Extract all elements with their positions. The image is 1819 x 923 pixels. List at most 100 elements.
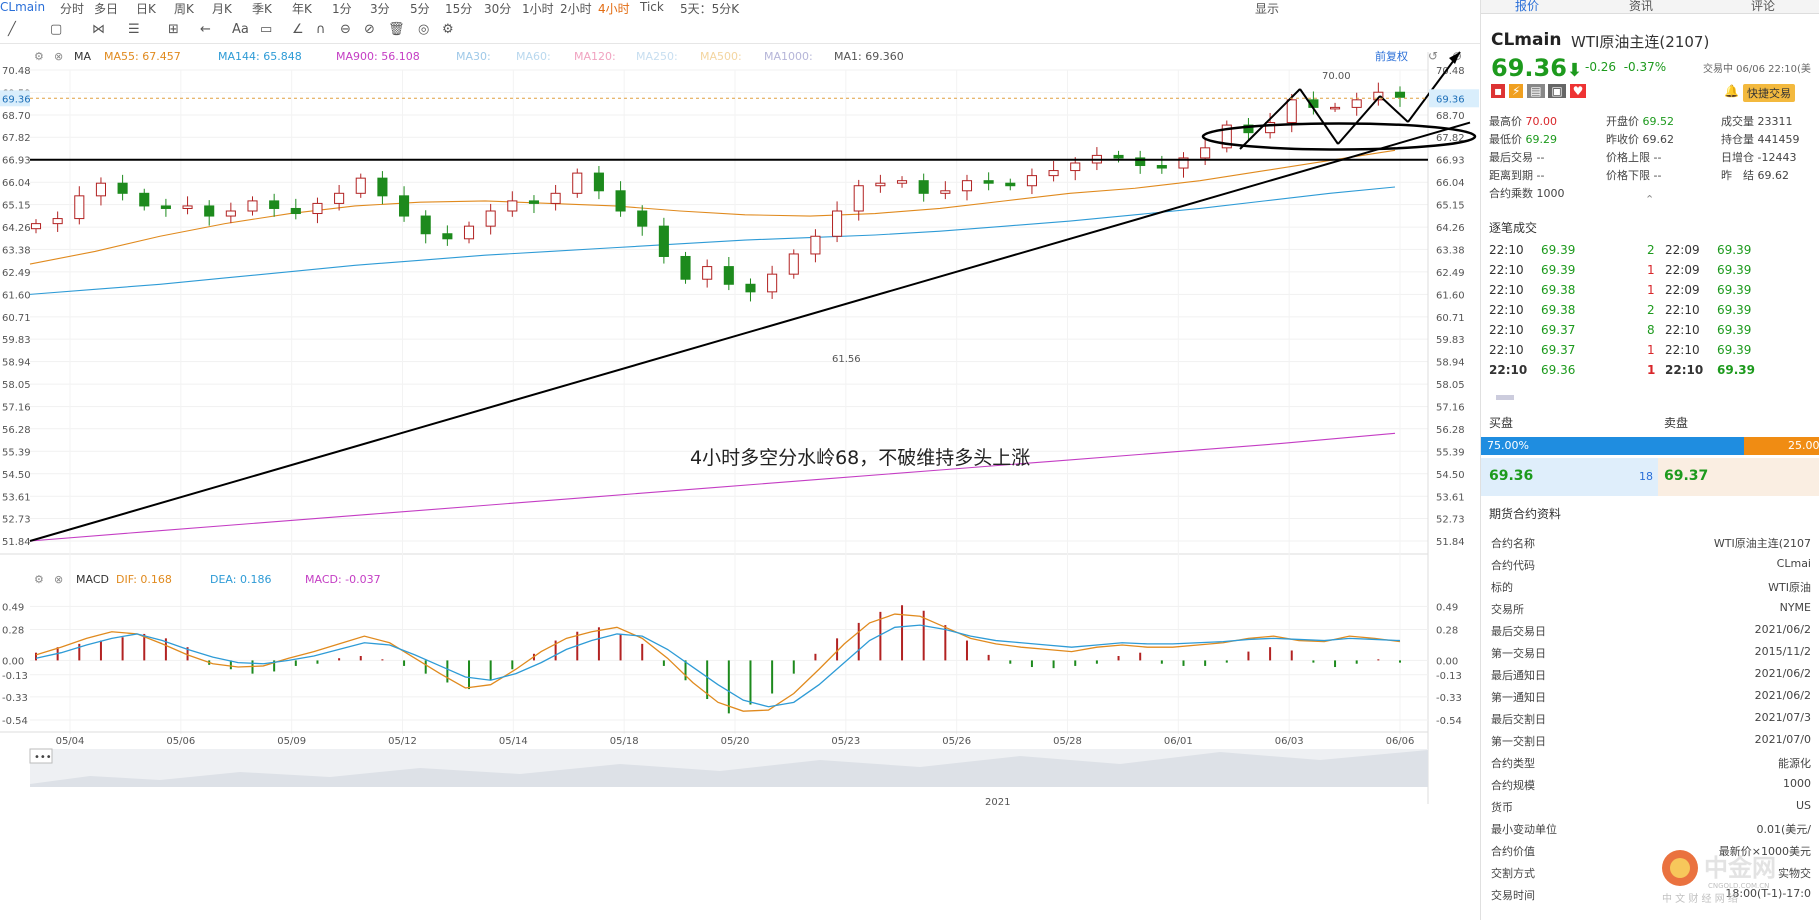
bell-icon[interactable]: 🔔 [1724, 84, 1739, 98]
trade-cell: 1 [1647, 343, 1655, 357]
stat-value: 70.00 [1525, 115, 1558, 128]
adjust-button[interactable]: 前复权 [1375, 49, 1408, 63]
scroll-indicator[interactable] [1496, 395, 1514, 400]
candle-body [528, 200, 540, 204]
candle-body [1200, 147, 1211, 159]
arrow-tool-icon[interactable]: ← [200, 22, 211, 37]
info-value: 2021/07/0 [1754, 733, 1811, 746]
ma-legend: ⚙ ⊗ MA MA55: 67.457 MA144: 65.848 MA900: 5… [34, 50, 904, 63]
candle-body [896, 180, 908, 184]
candle-body [875, 182, 886, 187]
candle-body [312, 202, 323, 215]
hide-tool-icon[interactable]: ⊘ [364, 22, 375, 37]
candle-body [334, 192, 345, 204]
tab-comments[interactable]: 评论 [1751, 0, 1776, 13]
arrow-head [1449, 52, 1460, 64]
tab-news[interactable]: 资讯 [1629, 0, 1654, 13]
collapse-icon[interactable]: ⌃ [1645, 193, 1655, 206]
price-tick-label: 59.83 [1436, 335, 1465, 346]
candle-body [30, 223, 42, 230]
interval-week[interactable]: 周K [174, 2, 194, 16]
info-value: WTI原油 [1768, 581, 1811, 594]
eye-icon[interactable]: ◎ [418, 22, 430, 37]
stat-item: 日增仓 -12443 [1721, 149, 1796, 165]
trade-cell: 22:10 [1665, 303, 1700, 317]
trade-cell: 69.39 [1717, 263, 1752, 277]
comment-tool-icon[interactable]: ▭ [260, 22, 273, 37]
settings-icon[interactable]: ⚙ [442, 22, 454, 37]
interval-3m[interactable]: 3分 [370, 2, 390, 16]
candle-body [1330, 106, 1341, 110]
rect-tool-icon[interactable]: ▢ [50, 22, 63, 37]
interval-fenshi[interactable]: 分时 [60, 2, 85, 16]
measure-tool-icon[interactable]: ⊞ [168, 22, 179, 37]
fib-tool-icon[interactable]: ☰ [128, 22, 140, 37]
fork-tool-icon[interactable]: ⋈ [92, 22, 105, 37]
doc-icon[interactable]: ▣ [1548, 84, 1566, 98]
interval-duori[interactable]: 多日 [94, 2, 119, 16]
navigator[interactable]: ••• 2021 [29, 748, 1428, 808]
interval-5m[interactable]: 5分 [410, 2, 430, 16]
x-tick-label: 05/04 [56, 736, 85, 747]
candle-body [832, 210, 843, 237]
trash-icon[interactable]: 🗑 [388, 22, 405, 37]
chart-icon[interactable]: ▤ [1527, 84, 1545, 98]
ask-box: 69.37 [1658, 458, 1819, 496]
trade-cell: 69.38 [1541, 303, 1576, 317]
tab-quote[interactable]: 报价 [1515, 0, 1540, 13]
interval-15m[interactable]: 15分 [445, 2, 473, 16]
drawing-toolbar: ╱ ▢ ⋈ ☰ ⊞ ← Aa ▭ ∠ ∩ ⊖ ⊘ 🗑 ◎ ⚙ [0, 18, 1480, 44]
info-label: 标的 [1491, 581, 1513, 594]
info-label: 最后交易日 [1491, 625, 1546, 638]
info-row: 合约代码 CLmai [1491, 557, 1811, 577]
pencil-tool-icon[interactable]: ∠ [292, 22, 304, 37]
info-value: 2021/06/2 [1754, 667, 1811, 680]
interval-1h[interactable]: 1小时 [522, 2, 554, 16]
interval-4h[interactable]: 4小时 [598, 2, 630, 16]
interval-quarter[interactable]: 季K [252, 2, 272, 16]
x-tick-label: 05/14 [499, 736, 528, 747]
trade-row: 22:10 69.39 2 22:09 69.39 [1489, 243, 1814, 262]
interval-2h[interactable]: 2小时 [560, 2, 592, 16]
price-tick-label: 70.48 [2, 66, 31, 77]
heart-icon[interactable]: ♥ [1569, 84, 1587, 98]
info-value: 最新价×1000美元 [1718, 845, 1811, 858]
undo-icon[interactable]: ↺ [1428, 49, 1438, 63]
stat-label: 成交量 [1721, 115, 1758, 128]
display-menu[interactable]: 显示 [1255, 2, 1280, 16]
interval-day[interactable]: 日K [136, 2, 156, 16]
magnet-tool-icon[interactable]: ∩ [316, 22, 326, 37]
interval-tick[interactable]: Tick [640, 0, 664, 14]
chart-area[interactable]: ⚙ ⊗ MA MA55: 67.457 MA144: 65.848 MA900: 5… [0, 44, 1480, 920]
interval-year[interactable]: 年K [292, 2, 312, 16]
bolt-icon[interactable]: ⚡ [1508, 84, 1524, 98]
flag-icon[interactable]: ▪ [1491, 84, 1506, 98]
interval-month[interactable]: 月K [212, 2, 232, 16]
trade-cell: 69.39 [1717, 303, 1752, 317]
interval-5day[interactable]: 5天：5分K [680, 2, 740, 16]
interval-1m[interactable]: 1分 [332, 2, 352, 16]
text-tool-icon[interactable]: Aa [232, 22, 249, 37]
candle-body [615, 190, 626, 212]
price-tick-label: 60.71 [2, 313, 31, 324]
watermark-logo: 中金网 CNGOLD.COM.CN 中 文 财 经 网 络 [1662, 850, 1776, 905]
price-tick-label: 67.82 [1436, 133, 1465, 144]
symbol-label[interactable]: CLmain [0, 0, 46, 14]
candle-body [767, 273, 778, 293]
line-tool-icon[interactable]: ╱ [8, 22, 16, 37]
info-row: 合约类型 能源化 [1491, 755, 1811, 775]
macd-tick-label: -0.54 [2, 716, 28, 727]
navigator-handle [29, 748, 53, 764]
watermark: 中金网 CNGOLD.COM.CN 中 文 财 经 网 络 [1658, 846, 1808, 906]
last-price: 69.36⬇ [1491, 54, 1582, 82]
macd-axis-right: 0.49 0.28 0.00 -0.13 -0.33 -0.54 [1436, 602, 1462, 727]
fast-trade-button[interactable]: 快捷交易 [1743, 84, 1795, 102]
stat-value: 69.29 [1525, 133, 1558, 146]
candle-body [204, 205, 215, 217]
interval-30m[interactable]: 30分 [484, 2, 512, 16]
price-tick-label: 66.04 [1436, 178, 1465, 189]
info-label: 货币 [1491, 801, 1513, 814]
lock-tool-icon[interactable]: ⊖ [340, 22, 351, 37]
close-icon: ⊗ [54, 50, 63, 63]
chart-svg[interactable]: ⚙ ⊗ MA MA55: 67.457 MA144: 65.848 MA900: 5… [0, 44, 1480, 920]
